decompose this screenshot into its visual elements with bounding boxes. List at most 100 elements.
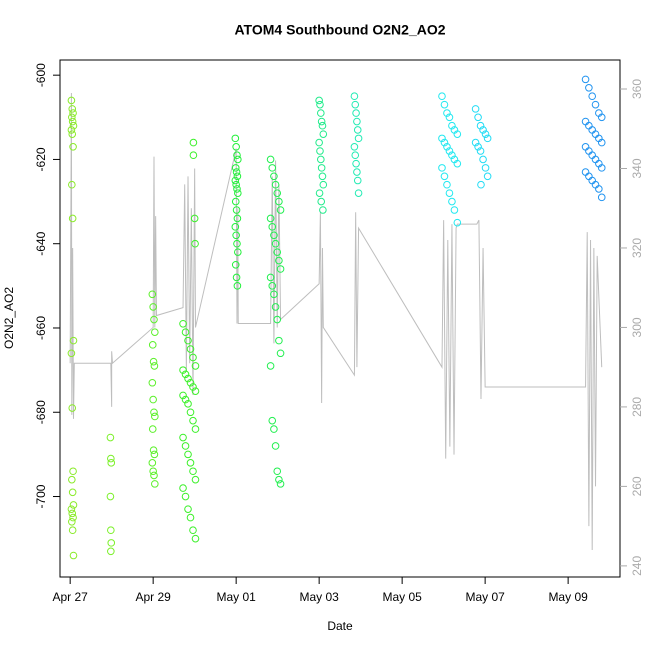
data-point bbox=[317, 164, 326, 172]
data-point bbox=[68, 214, 77, 223]
data-point bbox=[106, 433, 115, 442]
data-point bbox=[443, 180, 451, 189]
data-point bbox=[440, 172, 449, 181]
y2-tick-label: 360 bbox=[630, 79, 644, 99]
data-point bbox=[445, 113, 454, 122]
y-tick-label: -600 bbox=[34, 63, 48, 87]
data-point bbox=[68, 404, 77, 412]
data-point bbox=[438, 92, 446, 101]
data-point bbox=[445, 189, 454, 197]
data-point bbox=[585, 172, 593, 181]
data-point bbox=[443, 109, 451, 117]
data-point bbox=[69, 513, 77, 522]
data-point bbox=[471, 138, 480, 147]
data-point bbox=[273, 467, 282, 476]
data-point bbox=[191, 534, 200, 543]
data-point bbox=[190, 214, 199, 223]
data-point bbox=[597, 138, 606, 147]
data-point bbox=[148, 290, 157, 299]
data-point bbox=[581, 168, 590, 176]
data-point bbox=[191, 362, 200, 370]
data-point bbox=[189, 526, 197, 535]
data-point bbox=[149, 395, 157, 404]
data-point bbox=[191, 387, 200, 395]
data-point bbox=[179, 484, 187, 492]
data-point bbox=[69, 501, 78, 509]
data-point bbox=[481, 164, 490, 172]
data-point bbox=[445, 147, 454, 155]
data-point bbox=[268, 223, 277, 231]
data-point bbox=[474, 142, 482, 151]
data-point bbox=[273, 189, 282, 197]
data-point bbox=[151, 480, 159, 488]
data-point bbox=[591, 155, 600, 164]
data-point bbox=[481, 130, 490, 138]
data-point bbox=[350, 142, 359, 151]
data-point bbox=[315, 96, 323, 105]
data-point bbox=[233, 172, 242, 181]
data-point bbox=[68, 105, 77, 113]
data-point bbox=[184, 450, 192, 459]
data-point bbox=[581, 75, 590, 84]
data-point bbox=[351, 100, 360, 109]
data-point bbox=[181, 395, 190, 404]
data-point bbox=[354, 134, 363, 143]
data-point bbox=[148, 341, 157, 349]
chart-title: ATOM4 Southbound O2N2_AO2 bbox=[234, 22, 445, 38]
x-tick-label: May 01 bbox=[216, 590, 256, 604]
plot-box bbox=[59, 59, 621, 578]
data-point bbox=[471, 105, 480, 113]
data-point bbox=[69, 109, 77, 117]
data-point bbox=[107, 539, 116, 547]
data-point bbox=[234, 248, 242, 256]
data-point bbox=[150, 471, 158, 480]
data-point bbox=[352, 109, 360, 117]
data-point bbox=[318, 172, 327, 181]
data-point bbox=[588, 126, 596, 134]
data-point bbox=[68, 526, 77, 535]
data-point bbox=[266, 214, 275, 223]
data-point bbox=[181, 370, 190, 379]
data-point bbox=[234, 189, 242, 197]
data-point bbox=[69, 551, 78, 560]
x-tick-label: May 09 bbox=[548, 590, 588, 604]
data-point bbox=[189, 353, 197, 362]
data-point bbox=[476, 121, 485, 130]
data-point bbox=[68, 130, 77, 138]
data-point bbox=[450, 206, 459, 214]
data-point bbox=[476, 147, 485, 155]
data-point bbox=[317, 109, 325, 117]
data-point bbox=[232, 273, 241, 282]
data-point bbox=[69, 142, 77, 151]
data-point bbox=[276, 480, 285, 488]
data-point bbox=[276, 206, 285, 214]
data-point bbox=[107, 459, 116, 467]
data-point bbox=[68, 117, 77, 126]
data-point bbox=[232, 168, 241, 176]
data-point bbox=[438, 134, 446, 143]
data-point bbox=[581, 117, 590, 126]
data-point bbox=[189, 467, 197, 476]
data-point bbox=[233, 239, 241, 248]
data-point bbox=[107, 454, 115, 463]
data-point bbox=[232, 142, 240, 151]
data-point bbox=[316, 100, 324, 109]
x-axis-label: Date bbox=[327, 619, 353, 633]
data-point bbox=[268, 282, 277, 290]
data-point bbox=[184, 505, 192, 513]
data-point bbox=[271, 442, 280, 450]
x-tick-label: May 07 bbox=[465, 590, 505, 604]
data-point bbox=[270, 290, 278, 299]
data-point bbox=[148, 425, 157, 433]
data-point bbox=[184, 336, 192, 345]
data-point bbox=[150, 315, 158, 324]
data-point bbox=[231, 176, 240, 185]
data-point bbox=[179, 366, 187, 374]
data-point bbox=[231, 164, 240, 172]
data-point bbox=[232, 206, 241, 214]
data-point bbox=[353, 117, 361, 126]
y-tick-label: -680 bbox=[34, 400, 48, 424]
data-point bbox=[67, 126, 76, 134]
y-tick-label: -700 bbox=[34, 484, 48, 508]
